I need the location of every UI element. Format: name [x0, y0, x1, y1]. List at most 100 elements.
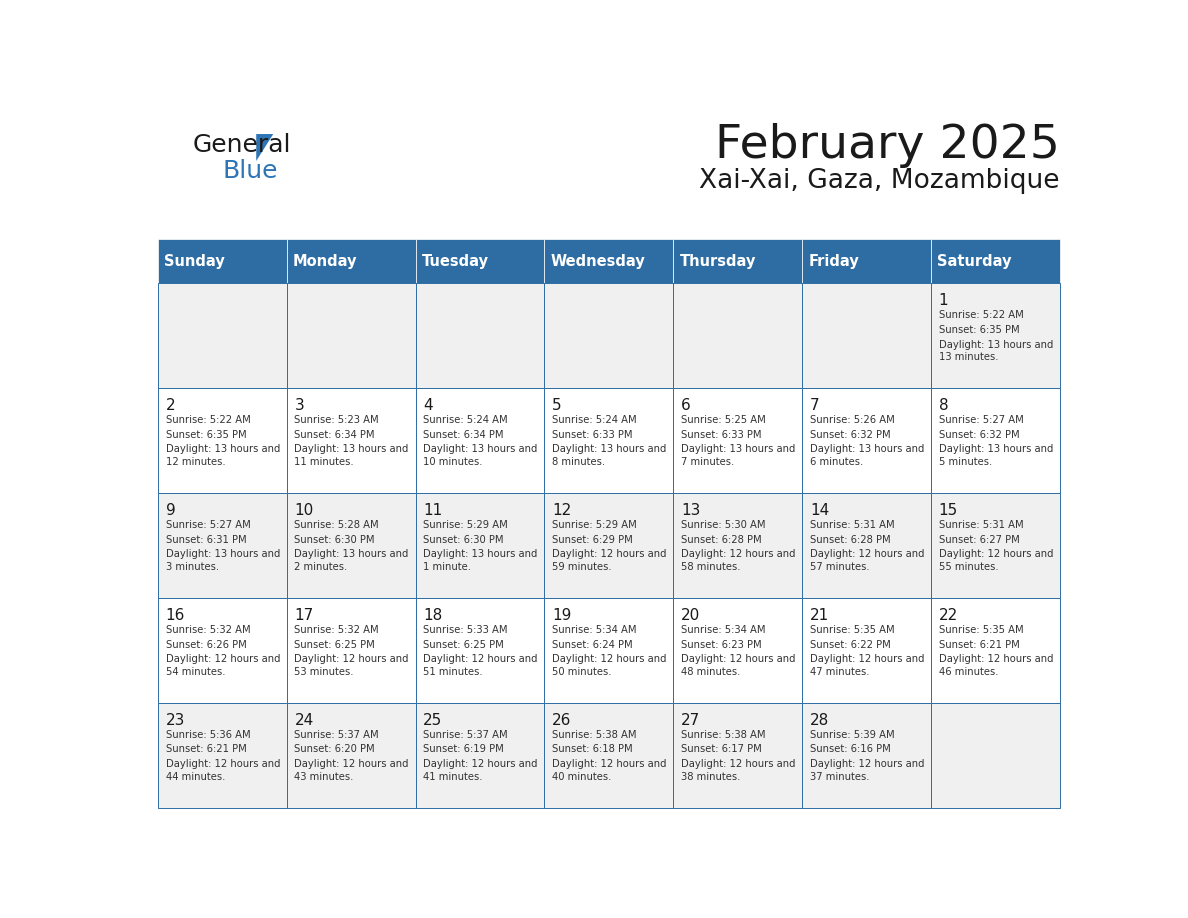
Text: Daylight: 13 hours and: Daylight: 13 hours and — [939, 444, 1053, 454]
Text: Daylight: 13 hours and: Daylight: 13 hours and — [295, 549, 409, 559]
Text: Sunrise: 5:34 AM: Sunrise: 5:34 AM — [552, 625, 637, 635]
Text: Sunrise: 5:31 AM: Sunrise: 5:31 AM — [810, 521, 895, 530]
Text: Sunset: 6:32 PM: Sunset: 6:32 PM — [810, 430, 891, 440]
Bar — [674, 493, 802, 598]
Text: Sunrise: 5:34 AM: Sunrise: 5:34 AM — [681, 625, 765, 635]
Text: Sunrise: 5:27 AM: Sunrise: 5:27 AM — [939, 415, 1024, 425]
Text: 14: 14 — [810, 503, 829, 518]
Text: 17: 17 — [295, 608, 314, 623]
Text: Sunset: 6:16 PM: Sunset: 6:16 PM — [810, 744, 891, 755]
Bar — [931, 493, 1060, 598]
Text: 28: 28 — [810, 713, 829, 728]
Text: Sunset: 6:30 PM: Sunset: 6:30 PM — [295, 535, 375, 544]
Text: Sunrise: 5:39 AM: Sunrise: 5:39 AM — [810, 730, 895, 740]
Text: 8 minutes.: 8 minutes. — [552, 457, 605, 467]
Text: Sunrise: 5:35 AM: Sunrise: 5:35 AM — [810, 625, 895, 635]
Text: Sunrise: 5:38 AM: Sunrise: 5:38 AM — [681, 730, 765, 740]
Text: Sunrise: 5:25 AM: Sunrise: 5:25 AM — [681, 415, 766, 425]
Bar — [416, 388, 544, 493]
Text: Sunset: 6:31 PM: Sunset: 6:31 PM — [165, 535, 246, 544]
Text: Sunrise: 5:38 AM: Sunrise: 5:38 AM — [552, 730, 637, 740]
Text: Daylight: 12 hours and: Daylight: 12 hours and — [939, 549, 1054, 559]
Polygon shape — [257, 134, 273, 161]
Text: Thursday: Thursday — [680, 253, 756, 269]
Bar — [416, 239, 544, 284]
Text: 46 minutes.: 46 minutes. — [939, 667, 998, 677]
Text: 58 minutes.: 58 minutes. — [681, 562, 740, 572]
Bar — [158, 284, 286, 388]
Bar — [416, 703, 544, 808]
Bar — [931, 239, 1060, 284]
Text: Sunrise: 5:22 AM: Sunrise: 5:22 AM — [165, 415, 251, 425]
Text: 57 minutes.: 57 minutes. — [810, 562, 870, 572]
Bar — [802, 703, 931, 808]
Text: 13: 13 — [681, 503, 701, 518]
Bar — [416, 284, 544, 388]
Bar — [802, 598, 931, 703]
Text: Daylight: 13 hours and: Daylight: 13 hours and — [681, 444, 796, 454]
Bar — [931, 388, 1060, 493]
Text: Sunset: 6:21 PM: Sunset: 6:21 PM — [939, 640, 1019, 650]
Text: Sunset: 6:24 PM: Sunset: 6:24 PM — [552, 640, 633, 650]
Bar — [802, 284, 931, 388]
Text: Sunset: 6:34 PM: Sunset: 6:34 PM — [423, 430, 504, 440]
Bar — [158, 703, 286, 808]
Bar — [674, 239, 802, 284]
Text: Sunset: 6:23 PM: Sunset: 6:23 PM — [681, 640, 762, 650]
Text: Sunset: 6:19 PM: Sunset: 6:19 PM — [423, 744, 504, 755]
Text: Sunrise: 5:31 AM: Sunrise: 5:31 AM — [939, 521, 1023, 530]
Text: 2 minutes.: 2 minutes. — [295, 562, 348, 572]
Text: Sunset: 6:34 PM: Sunset: 6:34 PM — [295, 430, 375, 440]
Bar — [544, 493, 674, 598]
Text: 24: 24 — [295, 713, 314, 728]
Text: Daylight: 12 hours and: Daylight: 12 hours and — [295, 759, 409, 769]
Text: Daylight: 13 hours and: Daylight: 13 hours and — [423, 444, 538, 454]
Text: 25: 25 — [423, 713, 442, 728]
Text: 1 minute.: 1 minute. — [423, 562, 472, 572]
Text: Sunset: 6:25 PM: Sunset: 6:25 PM — [295, 640, 375, 650]
Text: 5 minutes.: 5 minutes. — [939, 457, 992, 467]
Text: Sunset: 6:27 PM: Sunset: 6:27 PM — [939, 535, 1019, 544]
Text: Sunset: 6:32 PM: Sunset: 6:32 PM — [939, 430, 1019, 440]
Text: Sunrise: 5:32 AM: Sunrise: 5:32 AM — [295, 625, 379, 635]
Text: 59 minutes.: 59 minutes. — [552, 562, 612, 572]
Text: Sunrise: 5:37 AM: Sunrise: 5:37 AM — [423, 730, 508, 740]
Text: 3 minutes.: 3 minutes. — [165, 562, 219, 572]
Text: 7 minutes.: 7 minutes. — [681, 457, 734, 467]
Text: Sunset: 6:20 PM: Sunset: 6:20 PM — [295, 744, 375, 755]
Text: 40 minutes.: 40 minutes. — [552, 772, 612, 782]
Text: Daylight: 12 hours and: Daylight: 12 hours and — [423, 759, 538, 769]
Text: 11: 11 — [423, 503, 442, 518]
Text: Sunset: 6:28 PM: Sunset: 6:28 PM — [810, 535, 891, 544]
Bar — [416, 493, 544, 598]
Bar — [286, 703, 416, 808]
Text: Sunset: 6:25 PM: Sunset: 6:25 PM — [423, 640, 504, 650]
Text: Sunrise: 5:36 AM: Sunrise: 5:36 AM — [165, 730, 251, 740]
Text: Sunrise: 5:24 AM: Sunrise: 5:24 AM — [423, 415, 508, 425]
Bar — [802, 239, 931, 284]
Text: Daylight: 12 hours and: Daylight: 12 hours and — [810, 655, 924, 665]
Text: Xai-Xai, Gaza, Mozambique: Xai-Xai, Gaza, Mozambique — [700, 168, 1060, 194]
Text: Daylight: 13 hours and: Daylight: 13 hours and — [552, 444, 666, 454]
Bar — [544, 239, 674, 284]
Text: Daylight: 13 hours and: Daylight: 13 hours and — [810, 444, 924, 454]
Text: 10 minutes.: 10 minutes. — [423, 457, 482, 467]
Text: 23: 23 — [165, 713, 185, 728]
Text: 47 minutes.: 47 minutes. — [810, 667, 870, 677]
Text: 3: 3 — [295, 398, 304, 413]
Text: General: General — [192, 133, 291, 157]
Text: Sunrise: 5:29 AM: Sunrise: 5:29 AM — [552, 521, 637, 530]
Text: 43 minutes.: 43 minutes. — [295, 772, 354, 782]
Text: Saturday: Saturday — [937, 253, 1012, 269]
Text: 10: 10 — [295, 503, 314, 518]
Text: Daylight: 12 hours and: Daylight: 12 hours and — [681, 549, 796, 559]
Text: 38 minutes.: 38 minutes. — [681, 772, 740, 782]
Text: 13 minutes.: 13 minutes. — [939, 353, 998, 363]
Text: Monday: Monday — [293, 253, 358, 269]
Bar — [544, 598, 674, 703]
Text: 51 minutes.: 51 minutes. — [423, 667, 482, 677]
Text: 44 minutes.: 44 minutes. — [165, 772, 225, 782]
Text: Daylight: 12 hours and: Daylight: 12 hours and — [552, 759, 666, 769]
Bar — [158, 598, 286, 703]
Text: Sunrise: 5:24 AM: Sunrise: 5:24 AM — [552, 415, 637, 425]
